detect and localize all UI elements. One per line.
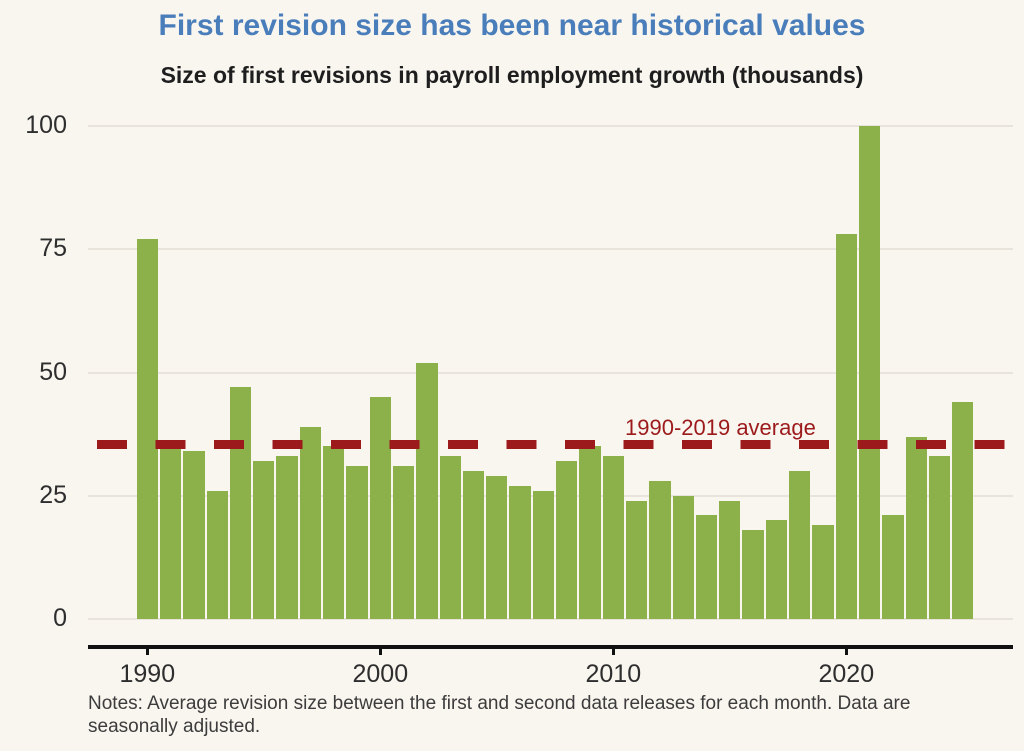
bar-2018 [789, 471, 811, 619]
bar-1999 [346, 466, 368, 619]
bar-2025 [952, 402, 974, 619]
bar-1997 [299, 426, 322, 619]
x-tick-label-2020: 2020 [818, 660, 875, 688]
bar-2016 [742, 530, 764, 619]
x-axis-line [88, 645, 1013, 649]
gridline-100 [88, 125, 1013, 127]
gridline-50 [88, 371, 1013, 374]
gridline-0 [88, 618, 1013, 620]
bar-2010 [602, 456, 624, 619]
chart-subtitle: Size of first revisions in payroll emplo… [160, 62, 864, 88]
bar-2014 [695, 515, 718, 619]
bar-1996 [276, 456, 298, 619]
bar-2009 [579, 446, 601, 619]
bar-2003 [439, 456, 461, 619]
bar-2002 [416, 362, 438, 619]
bar-1993 [206, 490, 228, 619]
bar-2012 [649, 480, 671, 619]
bar-2019 [812, 525, 834, 619]
y-tick-label-50: 50 [39, 357, 67, 386]
gridline-75 [88, 248, 1013, 251]
x-tick-label-2010: 2010 [585, 660, 642, 688]
bar-1990 [136, 239, 158, 619]
average-reference-line [97, 439, 1005, 449]
y-tick-label-100: 100 [25, 111, 67, 139]
bar-2021 [858, 126, 881, 619]
bar-1992 [183, 451, 205, 619]
bar-2001 [392, 466, 415, 619]
chart-title: First revision size has been near histor… [158, 9, 866, 42]
bar-1991 [159, 446, 182, 619]
notes-text: Notes: Average revision size between the… [88, 692, 988, 738]
bar-1995 [253, 461, 275, 619]
y-tick-label-0: 0 [53, 604, 67, 632]
bar-2008 [556, 461, 578, 619]
notes-line-1: Notes: Average revision size between the… [88, 693, 911, 714]
average-line-label: 1990-2019 average [625, 414, 816, 440]
bar-2013 [672, 495, 694, 619]
bar-2023 [905, 436, 927, 619]
bar-2015 [719, 500, 741, 619]
x-tick-label-2000: 2000 [352, 660, 409, 688]
notes-line-2: seasonally adjusted. [88, 716, 261, 737]
x-tick-label-1990: 1990 [119, 660, 176, 688]
bar-2000 [369, 397, 391, 619]
bar-2005 [486, 476, 508, 619]
bar-1994 [229, 387, 252, 619]
bar-2004 [462, 471, 485, 619]
bar-2024 [928, 456, 951, 619]
bar-2007 [532, 490, 555, 619]
y-tick-label-25: 25 [39, 480, 67, 509]
bar-2020 [835, 234, 857, 619]
x-tick-2020 [844, 645, 848, 655]
bar-1998 [323, 446, 345, 619]
bar-2017 [765, 520, 788, 619]
x-tick-1990 [145, 645, 149, 655]
bar-2006 [509, 485, 531, 619]
bar-2011 [625, 500, 648, 619]
y-tick-label-75: 75 [39, 234, 67, 263]
bar-2022 [882, 515, 904, 619]
x-tick-2000 [378, 645, 382, 655]
x-tick-2010 [611, 645, 615, 655]
